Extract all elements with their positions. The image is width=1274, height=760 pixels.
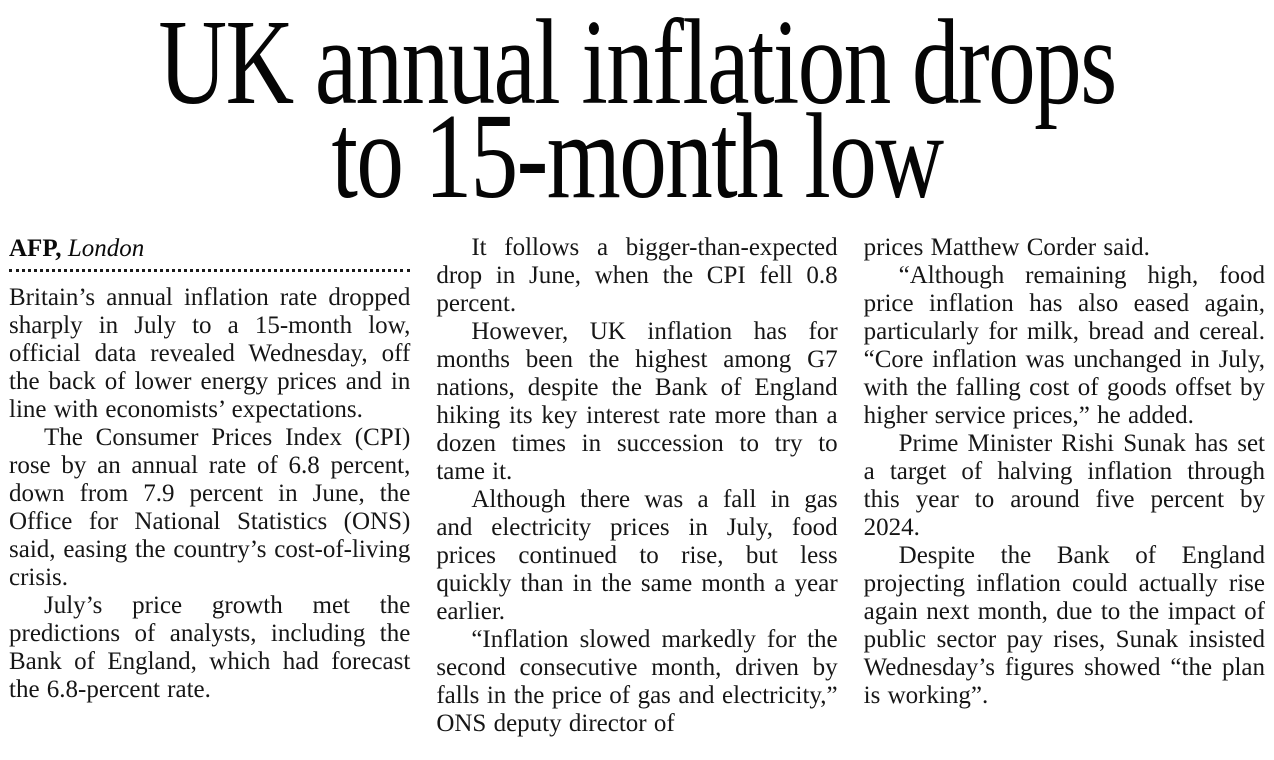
headline-line-1: UK annual inflation drops: [158, 0, 1117, 130]
column-1-paragraphs: Britain’s annual inflation rate dropped …: [9, 284, 410, 704]
paragraph: “Although remaining high, food price inf…: [863, 262, 1265, 429]
column-3-paragraphs: prices Matthew Corder said. “Although rem…: [864, 234, 1265, 710]
paragraph: Despite the Bank of England projecting i…: [863, 542, 1265, 709]
headline: UK annual inflation drops to 15-month lo…: [140, 0, 1134, 224]
byline-divider: [9, 269, 411, 272]
headline-line-2: to 15-month low: [331, 89, 944, 224]
article-column-1: AFP, London Britain’s annual inflation r…: [9, 234, 411, 704]
byline-location: London: [67, 235, 145, 262]
headline-wrap: UK annual inflation drops to 15-month lo…: [140, 0, 1134, 224]
column-2-paragraphs: It follows a bigger-than-expected drop i…: [436, 234, 837, 738]
paragraph: prices Matthew Corder said.: [863, 234, 1150, 261]
paragraph: Britain’s annual inflation rate dropped …: [9, 284, 411, 423]
paragraph: It follows a bigger-than-expected drop i…: [436, 234, 838, 317]
paragraph: “Inflation slowed markedly for the secon…: [436, 626, 838, 737]
paragraph: However, UK inflation has for months bee…: [436, 318, 838, 485]
article-column-2: It follows a bigger-than-expected drop i…: [436, 234, 837, 738]
paragraph: Although there was a fall in gas and ele…: [436, 486, 838, 625]
article-body: AFP, London Britain’s annual inflation r…: [0, 234, 1274, 738]
paragraph: July’s price growth met the predictions …: [9, 592, 411, 703]
paragraph: The Consumer Prices Index (CPI) rose by …: [9, 424, 411, 591]
byline: AFP, London: [9, 234, 410, 264]
article-column-3: prices Matthew Corder said. “Although rem…: [864, 234, 1265, 710]
byline-source: AFP,: [9, 235, 62, 262]
paragraph: Prime Minister Rishi Sunak has set a tar…: [863, 430, 1265, 541]
